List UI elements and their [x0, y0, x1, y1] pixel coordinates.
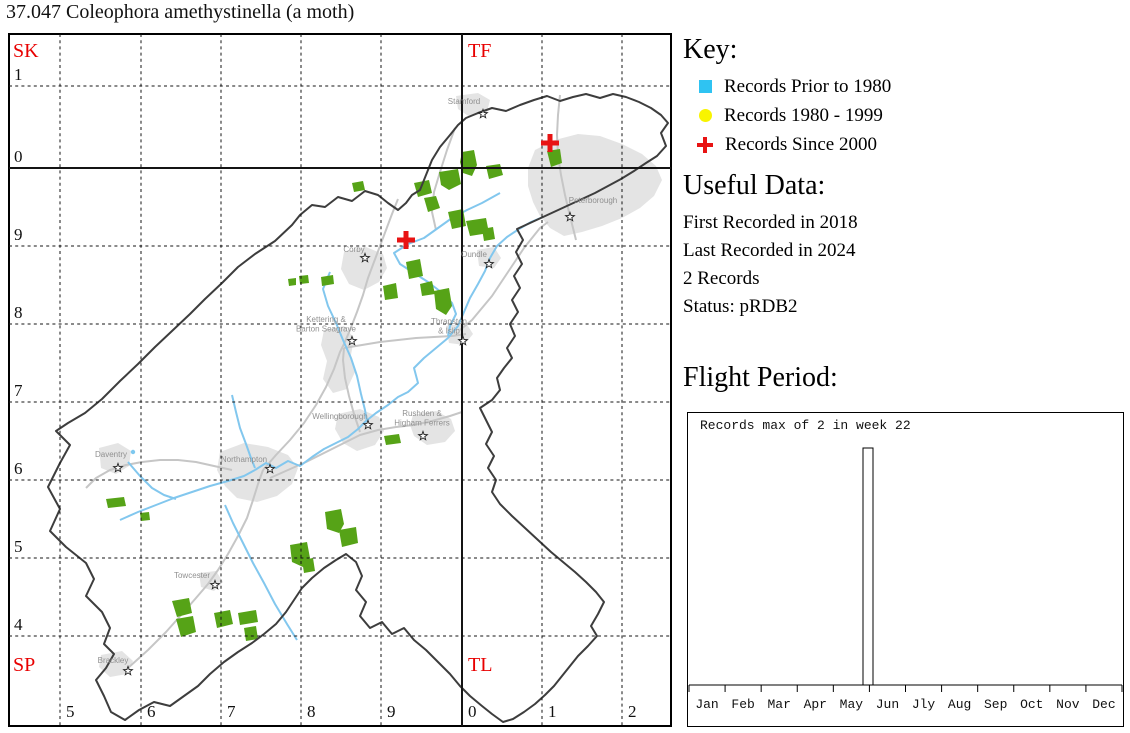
key-section: Key: Records Prior to 1980 Records 1980 -… [683, 34, 891, 159]
woodland-patches [106, 149, 562, 641]
month-label: Jly [912, 697, 936, 712]
key-marker-circle-icon [699, 109, 712, 122]
grid-corner-letter: SK [13, 40, 39, 62]
month-label: Aug [948, 697, 971, 712]
key-marker-cross-icon [697, 136, 713, 153]
month-label: Dec [1092, 697, 1115, 712]
key-marker-square-icon [699, 80, 712, 93]
key-heading: Key: [683, 34, 738, 65]
grid-col-label: 5 [66, 702, 75, 721]
month-label: Feb [731, 697, 754, 712]
town-label: Thrapston & Islip [431, 317, 467, 336]
flight-period-chart: Records max of 2 in week 22 Jan Feb Mar Apr… [687, 412, 1124, 727]
town-star-icon [457, 335, 469, 346]
grid-col-label: 2 [628, 702, 637, 721]
town-star-icon [362, 419, 374, 430]
town-star-icon [112, 462, 124, 473]
grid-row-label: 7 [14, 381, 23, 400]
town-label: Wellingborough [312, 412, 367, 421]
town-star-icon [209, 579, 221, 590]
grid-row-label: 6 [14, 459, 23, 478]
town-star-icon [122, 665, 134, 676]
grid-row-label: 1 [14, 65, 23, 84]
grid-col-label: 6 [147, 702, 156, 721]
town-label: Oundle [461, 250, 487, 259]
town-star-icon [564, 211, 576, 222]
reservoir [130, 449, 136, 455]
town-star-icon [477, 108, 489, 119]
grid-corner-letter: TF [468, 40, 491, 62]
month-label: Mar [768, 697, 791, 712]
record-cross-marker [397, 231, 415, 249]
grid-col-label: 7 [227, 702, 236, 721]
town-label: Corby [343, 245, 364, 254]
grid-row-label: 4 [14, 615, 23, 634]
month-label: Jun [876, 697, 899, 712]
town-label: Kettering & Barton Seagrave [296, 315, 357, 334]
town-star-icon [346, 335, 358, 346]
grid-lines [9, 34, 671, 726]
town-label: Peterborough [569, 196, 617, 205]
grid-row-label: 8 [14, 303, 23, 322]
town-label: Stamford [448, 97, 480, 106]
town-label: Towcester [174, 571, 210, 580]
key-item: Records 1980 - 1999 [683, 101, 891, 130]
month-label: Sep [984, 697, 1007, 712]
month-label: May [840, 697, 864, 712]
town-label: Brackley [98, 656, 129, 665]
useful-data-lines: First Recorded in 2018 Last Recorded in 2… [683, 209, 858, 321]
grid-corner-letter: TL [468, 654, 492, 676]
key-item: Records Since 2000 [683, 130, 891, 159]
grid-row-label: 9 [14, 225, 23, 244]
grid-col-label: 1 [548, 702, 557, 721]
town-star-icon [417, 430, 429, 441]
key-item: Records Prior to 1980 [683, 72, 891, 101]
chart-border [687, 412, 1124, 727]
useful-data-heading: Useful Data: [683, 170, 826, 201]
key-item-label: Records Since 2000 [725, 133, 877, 155]
grid-col-label: 8 [307, 702, 316, 721]
useful-data-section: Useful Data: First Recorded in 2018 Last … [683, 170, 858, 321]
month-label: Apr [804, 697, 827, 712]
town-label: Northampton [221, 455, 267, 464]
county-boundary [47, 93, 669, 723]
record-cross-marker [541, 134, 559, 152]
grid-row-label: 0 [14, 147, 23, 166]
chart-annotation: Records max of 2 in week 22 [700, 418, 911, 433]
month-label: Oct [1020, 697, 1043, 712]
month-label: Nov [1056, 697, 1080, 712]
useful-data-line: 2 Records [683, 268, 760, 289]
flight-period-bar [862, 447, 874, 686]
grid-col-label: 0 [468, 702, 477, 721]
town-star-icon [264, 463, 276, 474]
useful-data-line: Last Recorded in 2024 [683, 240, 856, 261]
town-label: Rushden & Higham Ferrers [394, 409, 450, 428]
town-label: Daventry [95, 450, 127, 459]
useful-data-line: First Recorded in 2018 [683, 212, 858, 233]
town-star-icon [359, 252, 371, 263]
month-label: Jan [695, 697, 718, 712]
key-item-label: Records 1980 - 1999 [724, 104, 883, 126]
grid-col-label: 9 [387, 702, 396, 721]
grid-row-label: 5 [14, 537, 23, 556]
page-title: 37.047 Coleophora amethystinella (a moth… [6, 1, 355, 23]
grid-corner-letter: SP [13, 654, 35, 676]
useful-data-line: Status: pRDB2 [683, 296, 798, 317]
flight-period-heading: Flight Period: [683, 362, 838, 393]
key-item-label: Records Prior to 1980 [724, 75, 892, 97]
town-star-icon [483, 258, 495, 269]
key-items: Records Prior to 1980 Records 1980 - 1999… [683, 72, 891, 159]
